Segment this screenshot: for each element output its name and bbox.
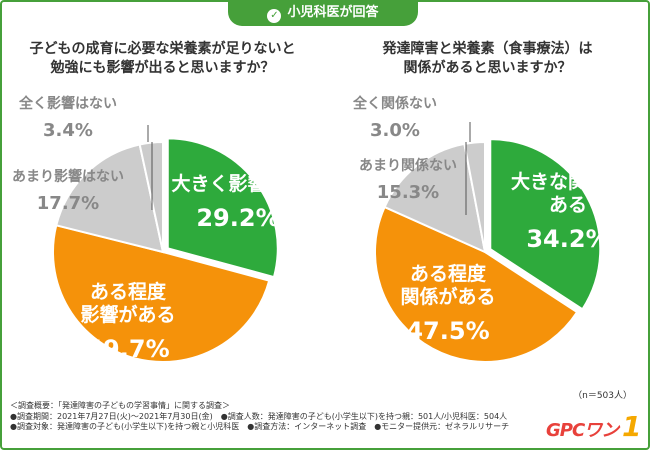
pie-2-label-1: ある xyxy=(549,194,587,216)
check-icon: ✓ xyxy=(267,9,282,23)
pie-1-slice-3 xyxy=(55,143,165,254)
pie-2-slice-4 xyxy=(463,140,486,253)
pie-2-value-1: 34.2% xyxy=(526,225,609,253)
survey-note-line: ●調査対象：発達障害の子ども(小学生以下)を持つ親と小児科医 ●調査方法：インタ… xyxy=(10,422,510,431)
question-2-title: 発達障害と栄養素（食事療法）は 関係があると思いますか？ xyxy=(325,40,650,78)
question-title-line: 発達障害と栄養素（食事療法）は xyxy=(382,41,593,57)
survey-notes: ＜調査概要：「発達障害の子どもの学習事情」に関する調査＞ ●調査期間：2021年… xyxy=(10,401,530,433)
question-title-line: 勉強にも影響が出ると思いますか？ xyxy=(50,60,275,76)
pie-1-label-4: 全く影響はない xyxy=(18,95,117,112)
question-title-line: 子どもの成育に必要な栄養素が足りないと xyxy=(29,41,296,57)
pie-2-label-4: 全く関係ない xyxy=(352,95,437,112)
header-title: 小児科医が回答 xyxy=(287,5,379,20)
pie-2-value-3: 15.3% xyxy=(377,182,439,203)
pie-1-label-1: 大きく影響する xyxy=(171,172,304,195)
question-1-title: 子どもの成育に必要な栄養素が足りないと 勉強にも影響が出ると思いますか？ xyxy=(0,40,325,78)
pie-1-value-3: 17.7% xyxy=(37,193,99,214)
pie-1-label-3: あまり影響はない xyxy=(12,168,124,185)
pie-2-slice-2 xyxy=(374,205,579,363)
pie-2-value-2: 47.5% xyxy=(406,317,489,345)
pie-1-value-1: 29.2% xyxy=(196,204,279,232)
pie-2-label-2: 関係がある xyxy=(400,285,495,308)
gpc-one-logo: GPCワン 1 xyxy=(546,410,641,443)
sample-size-note: （n＝503人） xyxy=(573,391,632,401)
pie-2-slice-3 xyxy=(383,142,487,254)
pie-2-value-4: 3.0% xyxy=(370,120,420,141)
pie-2-label-3: あまり関係ない xyxy=(359,157,457,174)
pie-2-label-2: ある程度 xyxy=(410,262,487,285)
pie-1-slice-4 xyxy=(138,140,164,253)
pie-1-slice-1 xyxy=(166,137,279,279)
pie-1-label-2: ある程度 xyxy=(90,280,167,303)
pie-2-slice-1 xyxy=(489,138,602,311)
pie-1-value-4: 3.4% xyxy=(43,120,93,141)
logo-text: GPCワン xyxy=(546,420,619,441)
pie-1-label-2: 影響がある xyxy=(80,303,175,326)
question-title-line: 関係があると思いますか？ xyxy=(403,60,572,76)
logo-number: 1 xyxy=(622,410,642,443)
pie-1-value-2: 49.7% xyxy=(86,335,169,363)
pie-1-slice-2 xyxy=(52,224,271,363)
pie-2-label-1: 大きな関係が xyxy=(511,170,625,193)
header-banner: ✓ 小児科医が回答 xyxy=(228,0,418,26)
survey-note-line: ＜調査概要：「発達障害の子どもの学習事情」に関する調査＞ xyxy=(10,401,230,410)
survey-note-line: ●調査期間：2021年7月27日(火)〜2021年7月30日(金) ●調査人数：… xyxy=(10,411,508,421)
